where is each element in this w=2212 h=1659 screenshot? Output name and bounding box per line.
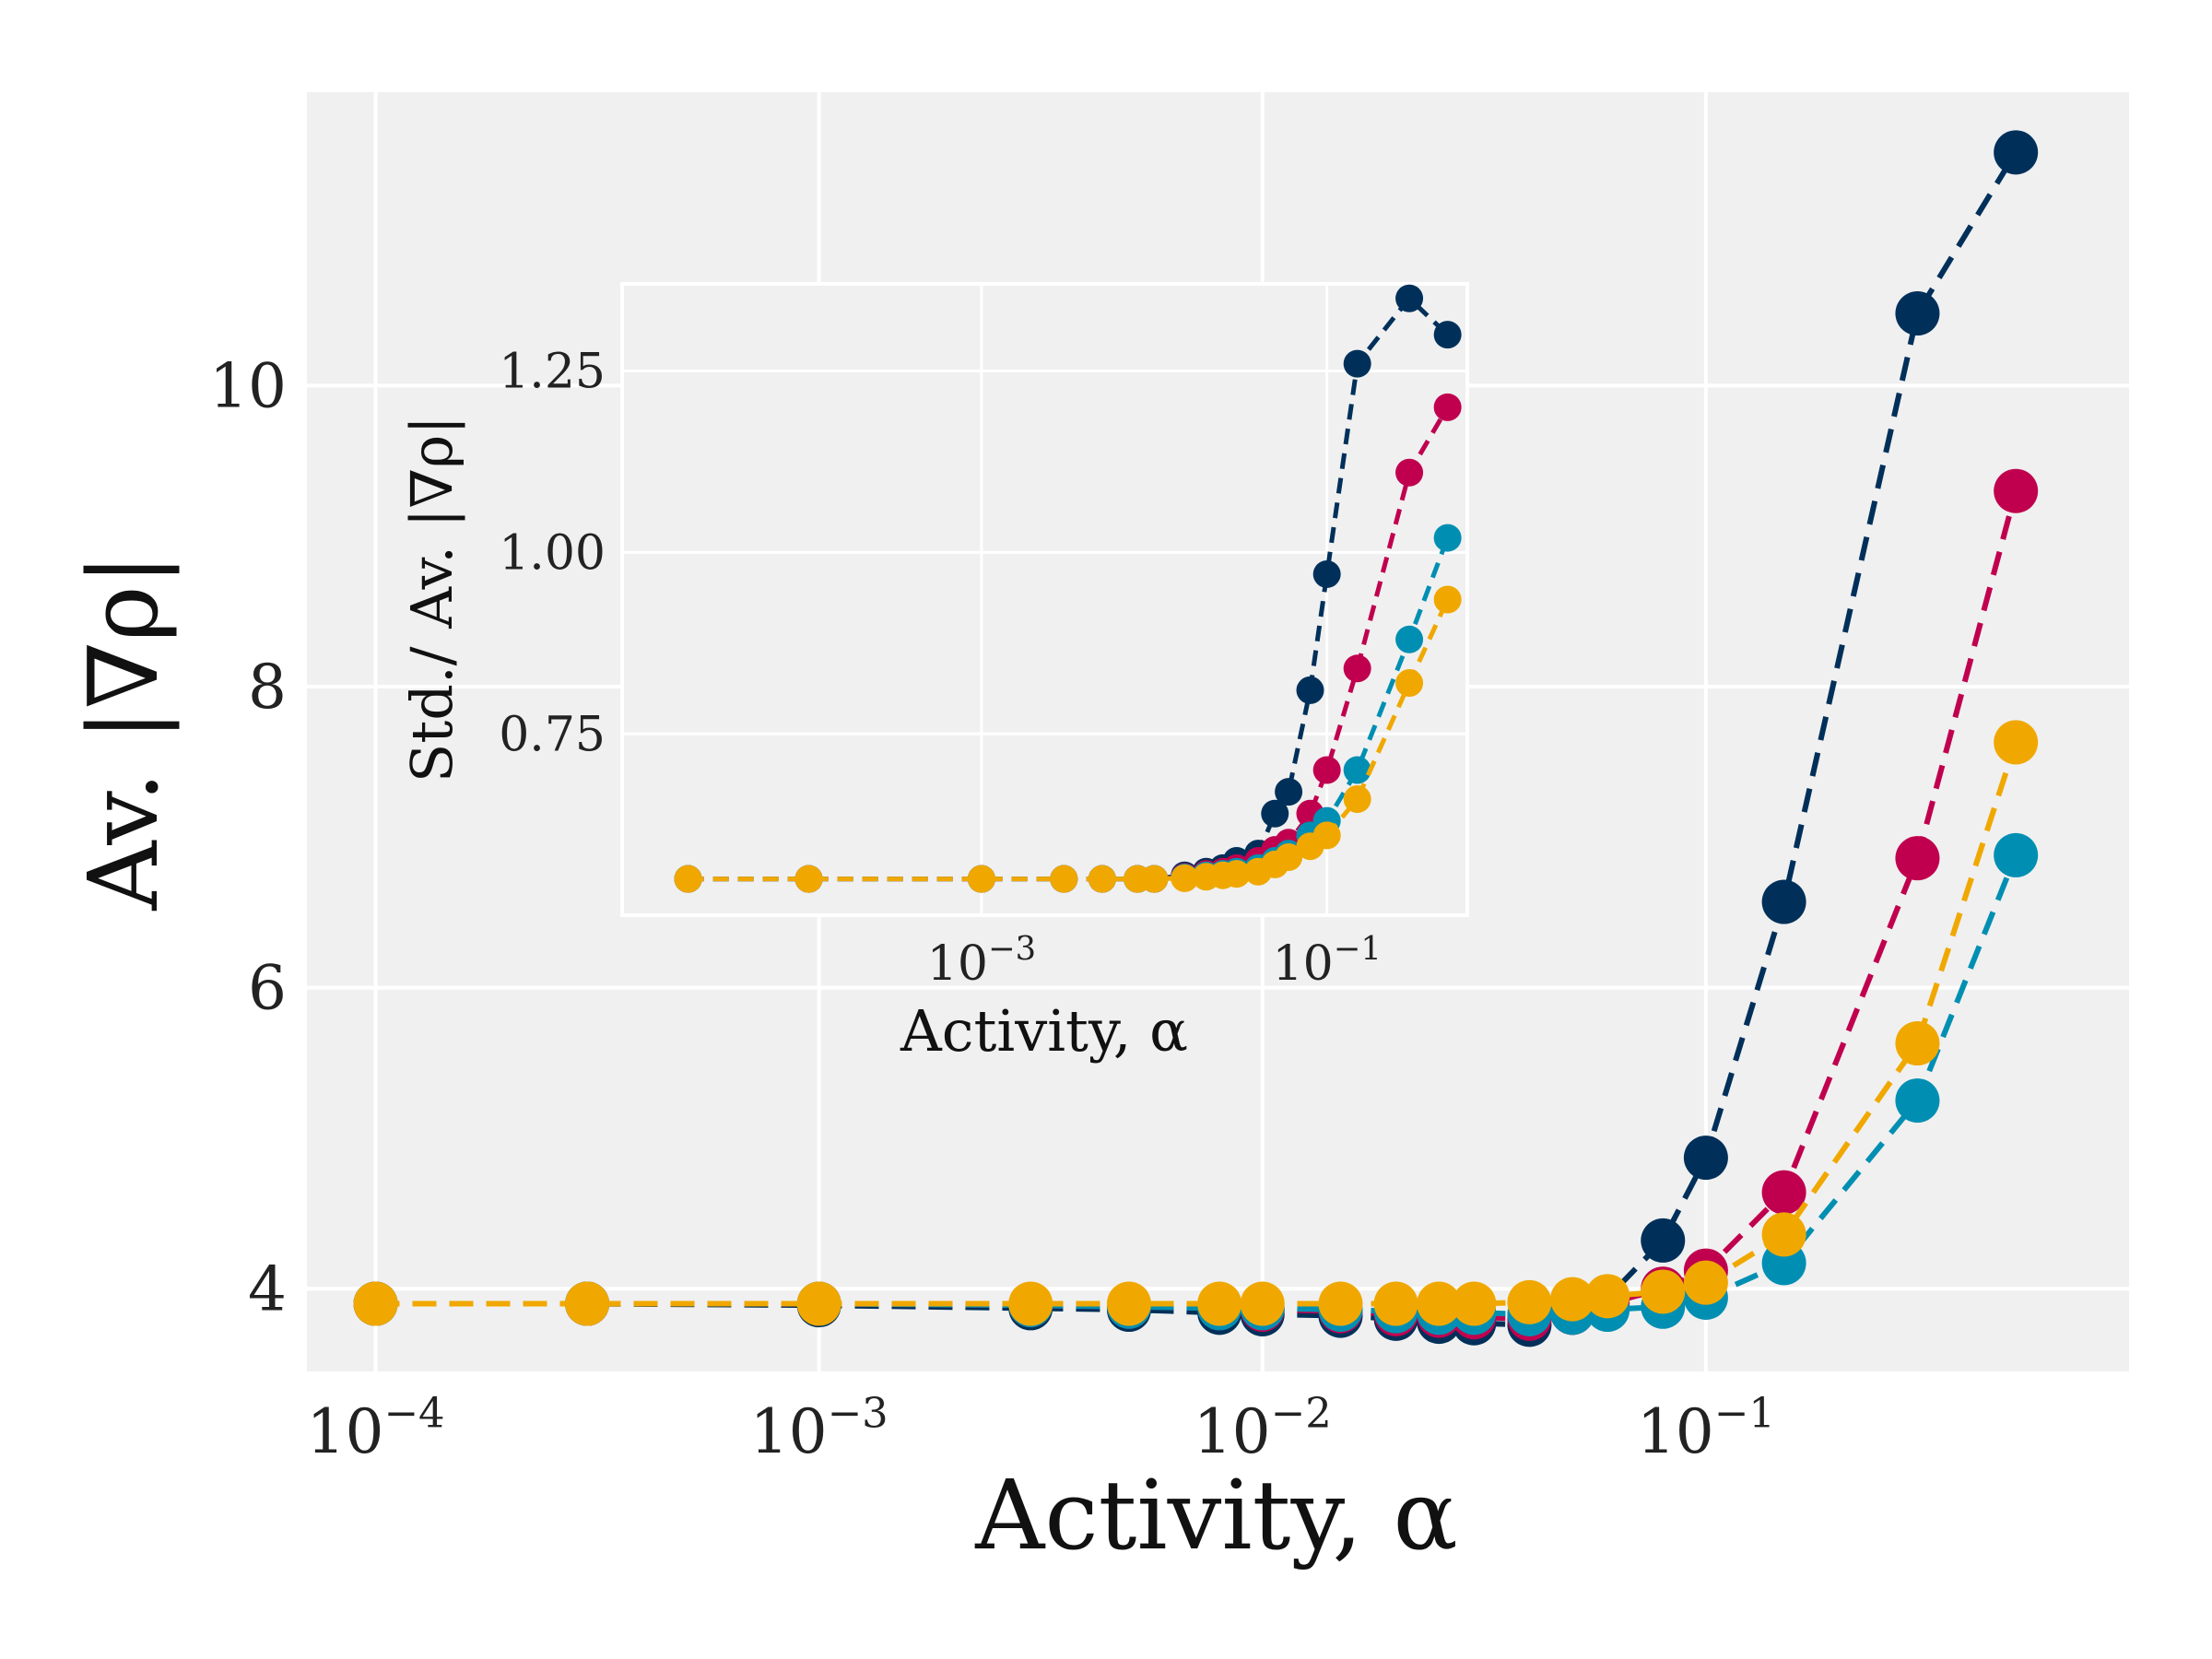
inset-data-point-navy	[1395, 284, 1424, 312]
main-data-point-crimson	[1761, 1170, 1806, 1215]
main-data-point-teal	[1994, 832, 2039, 877]
inset-data-point-navy	[1261, 799, 1289, 828]
main-data-point-amber	[1008, 1281, 1053, 1326]
inset-data-point-amber	[794, 865, 823, 893]
inset-data-point-navy	[1343, 349, 1371, 378]
main-series-group	[353, 130, 2039, 1347]
inset-x-tick-exponent: −1	[1334, 930, 1382, 968]
inset-data-point-amber	[1050, 865, 1078, 893]
main-x-tick-exponent: −1	[1714, 1388, 1775, 1437]
inset-tick-labels: 10−3 10−10.751.001.25	[499, 345, 1382, 992]
inset-x-tick-base: 10	[927, 936, 988, 992]
inset-data-point-crimson	[1343, 654, 1371, 683]
main-y-axis-label: Av. |∇ρ|	[67, 553, 180, 911]
inset-data-point-crimson	[1312, 756, 1341, 784]
main-x-tick-label: 10−1	[1637, 1388, 1775, 1467]
main-data-point-amber	[1318, 1281, 1363, 1326]
main-data-point-amber	[1507, 1279, 1552, 1324]
inset-data-point-navy	[1275, 778, 1303, 806]
inset-y-axis-label: Std./ Av. |∇ρ|	[398, 416, 465, 782]
main-data-point-amber	[1895, 1021, 1940, 1066]
inset-series-amber	[674, 585, 1462, 893]
main-x-tick-base: 10	[306, 1396, 383, 1467]
main-data-point-amber	[1452, 1281, 1497, 1326]
inset-x-tick-label: 10−1	[1273, 930, 1382, 992]
main-data-point-amber	[565, 1281, 610, 1326]
main-x-tick-base: 10	[750, 1396, 828, 1467]
main-x-axis-label: Activity, α	[974, 1459, 1458, 1571]
inset-data-point-teal	[1395, 625, 1424, 653]
inset-data-point-amber	[1312, 821, 1341, 850]
inset-data-point-amber	[1275, 843, 1303, 872]
inset-x-tick-label: 10−3	[927, 930, 1036, 992]
inset-data-point-amber	[967, 865, 995, 893]
main-x-tick-exponent: −2	[1271, 1388, 1332, 1437]
main-data-point-amber	[1550, 1277, 1595, 1322]
main-x-tick-label: 10−4	[306, 1388, 444, 1467]
main-x-tick-base: 10	[1194, 1396, 1271, 1467]
main-data-point-amber	[353, 1281, 398, 1326]
inset-data-point-amber	[1433, 585, 1462, 614]
main-x-tick-exponent: −4	[383, 1388, 444, 1437]
main-data-point-amber	[1106, 1281, 1151, 1326]
main-data-point-crimson	[1895, 836, 1940, 881]
main-data-point-navy	[1683, 1135, 1728, 1181]
main-y-tick-label: 8	[248, 652, 287, 723]
inset-data-point-amber	[674, 865, 702, 893]
main-data-point-crimson	[1994, 468, 2039, 513]
inset-data-point-amber	[1395, 669, 1424, 698]
inset-data-point-amber	[1140, 865, 1169, 893]
inset-x-tick-base: 10	[1273, 936, 1334, 992]
inset-y-tick-label: 0.75	[499, 707, 606, 762]
inset-data-point-navy	[1296, 676, 1324, 704]
main-data-point-amber	[1373, 1281, 1418, 1326]
main-x-tick-base: 10	[1637, 1396, 1714, 1467]
main-y-tick-label: 4	[248, 1253, 287, 1324]
main-data-point-navy	[1641, 1218, 1686, 1263]
main-y-tick-label: 6	[248, 953, 287, 1024]
inset-series-group	[674, 284, 1462, 893]
inset-data-point-navy	[1433, 321, 1462, 349]
main-data-point-amber	[1761, 1212, 1806, 1257]
inset-data-point-teal	[1343, 756, 1371, 784]
main-data-point-amber	[1240, 1281, 1285, 1326]
inset-chart: 10−3 10−10.751.001.25 Activity, α Std./ A…	[398, 282, 1469, 1065]
inset-y-tick-label: 1.00	[499, 526, 606, 582]
main-x-tick-label: 10−2	[1194, 1388, 1332, 1467]
main-data-point-navy	[1761, 879, 1806, 924]
inset-data-point-navy	[1312, 559, 1341, 588]
inset-data-point-amber	[1088, 865, 1116, 893]
inset-data-point-amber	[1222, 860, 1251, 888]
main-x-tick-label: 10−3	[750, 1388, 888, 1467]
main-series-amber	[353, 720, 2039, 1326]
inset-x-tick-exponent: −3	[988, 930, 1036, 968]
inset-y-tick-label: 1.25	[499, 345, 606, 400]
main-data-point-navy	[1994, 130, 2039, 175]
inset-data-point-amber	[1343, 785, 1371, 814]
main-y-tick-label: 10	[209, 351, 287, 422]
main-data-point-amber	[1585, 1274, 1630, 1319]
main-data-point-amber	[1641, 1269, 1686, 1314]
inset-data-point-teal	[1433, 524, 1462, 552]
main-data-point-navy	[1895, 291, 1940, 336]
inset-data-point-amber	[1171, 864, 1199, 892]
inset-data-point-crimson	[1433, 393, 1462, 421]
main-data-point-amber	[1683, 1260, 1728, 1305]
inset-data-point-crimson	[1395, 458, 1424, 487]
main-data-point-amber	[796, 1281, 841, 1326]
main-data-point-amber	[1197, 1281, 1242, 1326]
main-data-point-amber	[1994, 720, 2039, 765]
main-x-tick-exponent: −3	[828, 1388, 888, 1437]
main-data-point-teal	[1895, 1078, 1940, 1124]
inset-x-axis-label: Activity, α	[900, 997, 1188, 1065]
main-data-point-amber	[1417, 1281, 1462, 1326]
